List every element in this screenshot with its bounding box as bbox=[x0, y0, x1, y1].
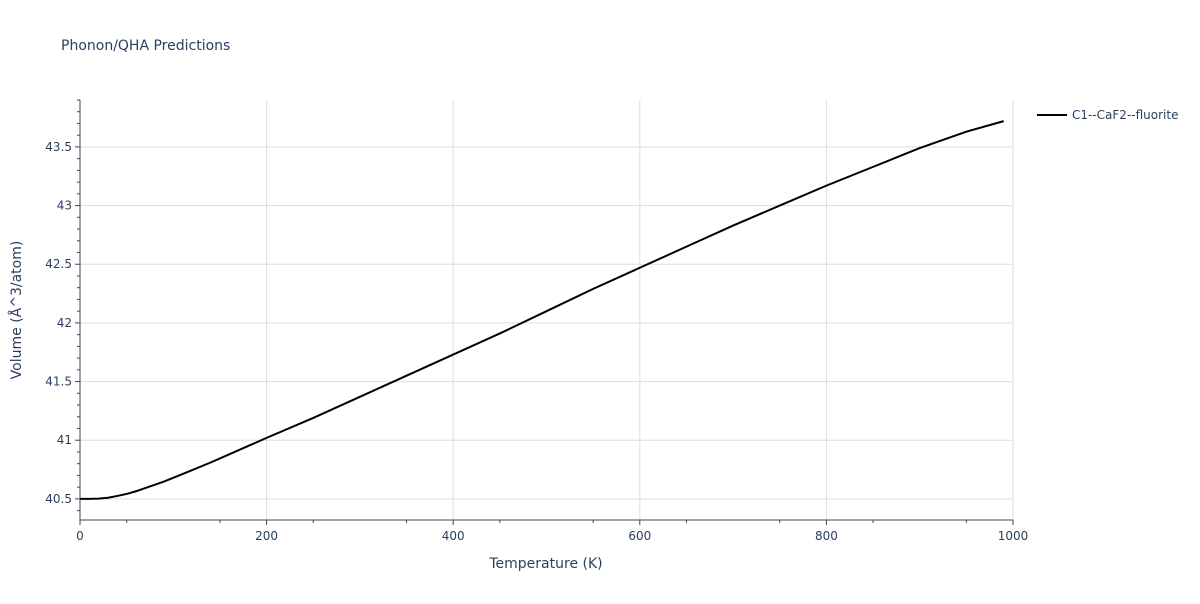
legend[interactable]: C1--CaF2--fluorite bbox=[1037, 108, 1178, 122]
x-tick-label: 800 bbox=[815, 529, 838, 543]
x-tick-label: 400 bbox=[442, 529, 465, 543]
series-layer bbox=[80, 120, 1004, 500]
axes-layer bbox=[79, 100, 1013, 521]
chart-title: Phonon/QHA Predictions bbox=[61, 38, 230, 54]
y-tick-label: 41 bbox=[57, 433, 72, 447]
x-tick-label: 1000 bbox=[998, 529, 1029, 543]
y-tick-label: 40.5 bbox=[45, 492, 72, 506]
series-line[interactable] bbox=[80, 120, 1004, 500]
x-tick-label: 200 bbox=[255, 529, 278, 543]
x-axis-title: Temperature (K) bbox=[488, 556, 602, 572]
y-tick-label: 42.5 bbox=[45, 257, 72, 271]
y-tick-label: 41.5 bbox=[45, 375, 72, 389]
grid-layer bbox=[80, 100, 1014, 520]
y-tick-label: 43 bbox=[57, 199, 72, 213]
x-tick-label: 0 bbox=[76, 529, 84, 543]
legend-label: C1--CaF2--fluorite bbox=[1072, 108, 1178, 122]
y-tick-label: 43.5 bbox=[45, 140, 72, 154]
y-tick-label: 42 bbox=[57, 316, 72, 330]
x-tick-label: 600 bbox=[628, 529, 651, 543]
y-axis-title: Volume (Å^3/atom) bbox=[8, 241, 25, 380]
ticks-layer: 0 200 400 600 800 1000 40.5 41 41.5 42 42.5 43 43.5 bbox=[45, 99, 1029, 543]
